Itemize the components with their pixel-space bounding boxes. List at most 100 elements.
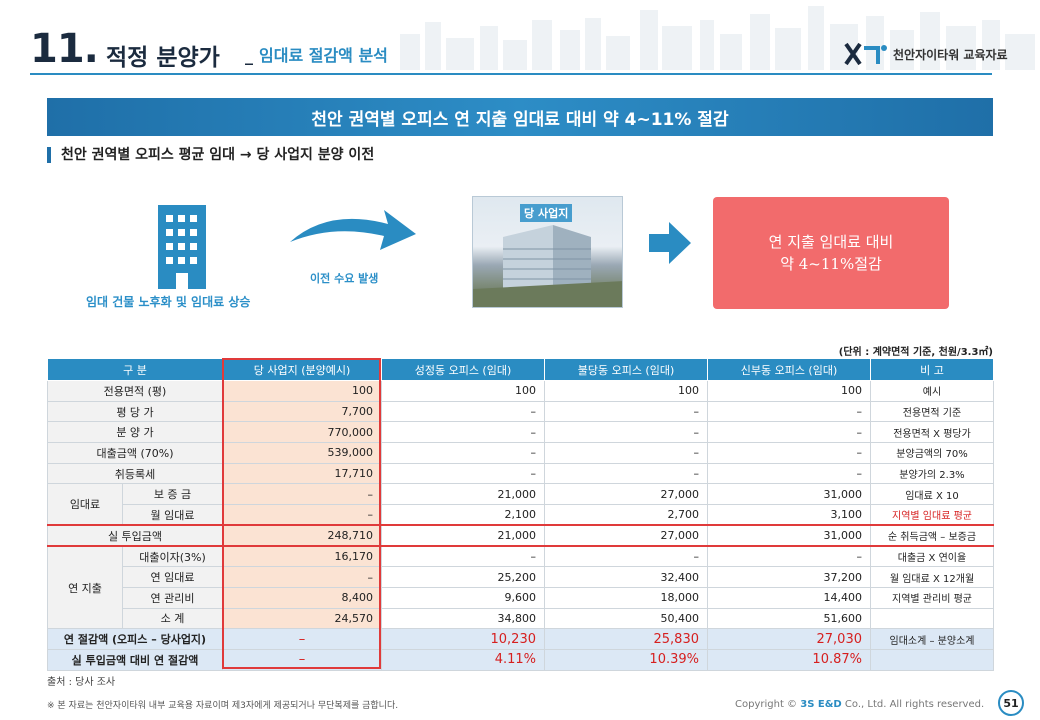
row-label: 대출이자(3%): [122, 545, 223, 568]
arrow-caption: 이전 수요 발생: [310, 272, 379, 285]
table-cell: 25,830: [544, 628, 708, 650]
table-row: 임대료 보 증 금 – 21,000 27,000 31,000 임대료 X 1…: [47, 483, 994, 526]
table-cell: 4.11%: [381, 648, 545, 671]
row-label: 취등록세: [47, 462, 223, 485]
table-cell: 27,030: [707, 628, 871, 650]
table-note: 임대료 X 10: [870, 483, 994, 506]
xi-logo-icon: [844, 42, 887, 66]
row-label: 실 투입금액 대비 연 절감액: [47, 648, 223, 671]
table-cell: –: [544, 421, 708, 444]
table-row-saving: 연 절감액 (오피스 – 당사업지) – 10,230 25,830 27,03…: [47, 628, 994, 650]
table-cell: –: [544, 545, 708, 568]
row-label: 연 절감액 (오피스 – 당사업지): [47, 628, 223, 650]
copyright-prefix: Copyright ©: [735, 699, 798, 710]
table-note: 전용면적 기준: [870, 400, 994, 423]
table-header-row: 구 분 당 사업지 (분양예시) 성정동 오피스 (임대) 불당동 오피스 (임…: [47, 358, 994, 381]
table-cell: 2,700: [544, 504, 708, 526]
row-label: 분 양 가: [47, 421, 223, 444]
table-cell: –: [544, 442, 708, 464]
table-cell: 17,710: [222, 462, 382, 485]
group-label: 임대료: [47, 483, 123, 526]
header-divider: [30, 73, 992, 75]
table-cell: 16,170: [222, 545, 382, 568]
result-line-2: 약 4~11%절감: [780, 255, 882, 273]
table-cell: 27,000: [544, 524, 708, 547]
row-label: 전용면적 (평): [47, 380, 223, 402]
title-separator: _: [245, 46, 253, 65]
table-cell: 18,000: [544, 586, 708, 609]
row-label: 연 관리비: [122, 586, 223, 609]
table-note: 지역별 임대료 평균: [870, 504, 994, 526]
table-cell: 21,000: [381, 483, 545, 506]
page-number: 51: [998, 690, 1024, 716]
table-cell: 100: [222, 380, 382, 402]
table-cell: 50,400: [544, 607, 708, 630]
unit-note: (단위 : 계약면적 기준, 천원/3.3㎡): [838, 347, 993, 358]
table-row: 평 당 가 7,700 – – – 전용면적 기준: [47, 400, 994, 423]
table-cell: 14,400: [707, 586, 871, 609]
result-box: 연 지출 임대료 대비 약 4~11%절감: [713, 197, 949, 309]
group-label: 연 지출: [47, 545, 123, 630]
table-cell: 100: [381, 380, 545, 402]
table-note: 대출금 X 연이율: [870, 545, 994, 568]
table-header: 성정동 오피스 (임대): [381, 358, 545, 381]
table-cell: 3,100: [707, 504, 871, 526]
table-cell: 32,400: [544, 566, 708, 588]
building-render-icon: [473, 225, 622, 307]
row-label: 보 증 금: [122, 483, 223, 506]
table-row: 월 임대료 – 2,100 2,700 3,100 지역별 임대료 평균: [48, 504, 994, 526]
table-cell: –: [222, 483, 382, 506]
source-note: 출처 : 당사 조사: [47, 677, 116, 688]
skyline-decoration: [400, 6, 1035, 70]
table-note: [870, 607, 994, 630]
table-cell: –: [381, 442, 545, 464]
copyright-suffix: Co., Ltd. All rights reserved.: [844, 699, 985, 710]
table-note: 월 임대료 X 12개월: [870, 566, 994, 588]
table-row: 연 임대료 – 25,200 32,400 37,200 월 임대료 X 12개…: [48, 566, 994, 588]
page-title: 적정 분양가: [106, 45, 220, 71]
table-cell: 51,600: [707, 607, 871, 630]
table-note: 임대소계 – 분양소계: [870, 628, 994, 650]
table-header: 구 분: [47, 358, 223, 381]
table-row: 연 관리비 8,400 9,600 18,000 14,400 지역별 관리비 …: [48, 586, 994, 609]
table-cell: –: [707, 421, 871, 444]
table-note: 지역별 관리비 평균: [870, 586, 994, 609]
table-row: 소 계 24,570 34,800 50,400 51,600: [48, 607, 994, 630]
table-cell: 10,230: [381, 628, 545, 650]
office-building-icon: [158, 205, 206, 289]
table-note: 분양금액의 70%: [870, 442, 994, 464]
table-cell: –: [381, 400, 545, 423]
table-cell: 100: [707, 380, 871, 402]
summary-banner: 천안 권역별 오피스 연 지출 임대료 대비 약 4~11% 절감: [47, 98, 993, 136]
table-cell: 34,800: [381, 607, 545, 630]
table-row: 전용면적 (평) 100 100 100 100 예시: [47, 380, 994, 402]
confidentiality-note: ※ 본 자료는 천안자이타워 내부 교육용 자료이며 제3자에게 제공되거나 무…: [47, 701, 399, 711]
table-cell: –: [222, 648, 382, 671]
table-row: 대출금액 (70%) 539,000 – – – 분양금액의 70%: [47, 442, 994, 464]
curved-arrow-icon: [290, 210, 416, 250]
building-caption: 임대 건물 노후화 및 임대료 상승: [86, 295, 251, 309]
table-cell: 24,570: [222, 607, 382, 630]
section-title: 천안 권역별 오피스 평균 임대 → 당 사업지 분양 이전: [47, 147, 374, 163]
table-row: 연 지출 대출이자(3%) 16,170 – – – 대출금 X 연이율: [47, 545, 994, 630]
page-subtitle: _ 임대료 절감액 분석: [245, 42, 388, 66]
row-label: 실 투입금액: [47, 524, 223, 547]
table-cell: 248,710: [222, 524, 382, 547]
result-line-1: 연 지출 임대료 대비: [768, 233, 894, 251]
table-cell: –: [707, 545, 871, 568]
brand-text: 천안자이타워 교육자료: [893, 48, 1008, 62]
table-cell: –: [707, 400, 871, 423]
table-row: 분 양 가 770,000 – – – 전용면적 X 평당가: [47, 421, 994, 444]
table-cell: 31,000: [707, 483, 871, 506]
site-label: 당 사업지: [520, 204, 573, 222]
table-header: 불당동 오피스 (임대): [544, 358, 708, 381]
table-note: 분양가의 2.3%: [870, 462, 994, 485]
table-cell: 9,600: [381, 586, 545, 609]
table-cell: 31,000: [707, 524, 871, 547]
table-cell: 37,200: [707, 566, 871, 588]
table-cell: 21,000: [381, 524, 545, 547]
table-cell: 539,000: [222, 442, 382, 464]
table-cell: –: [381, 421, 545, 444]
table-header: 당 사업지 (분양예시): [222, 358, 382, 381]
